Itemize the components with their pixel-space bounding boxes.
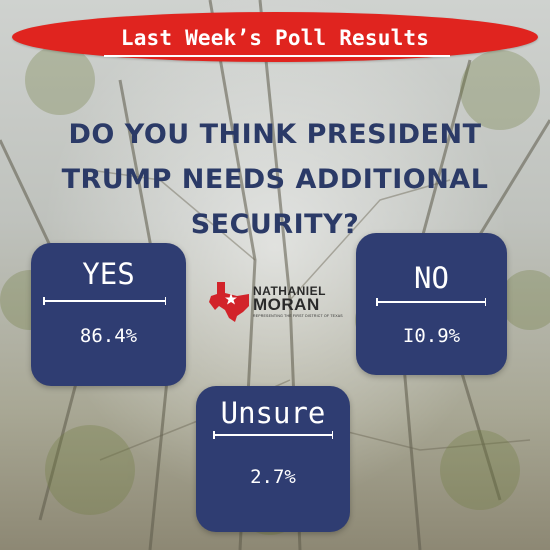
nathaniel-moran-logo: NATHANIEL MORAN REPRESENTING THE FIRST D… [207, 278, 352, 322]
result-card-yes: YES 86.4% [31, 243, 186, 386]
divider-rule [43, 297, 166, 304]
logo-tagline: REPRESENTING THE FIRST DISTRICT OF TEXAS [253, 314, 343, 318]
result-card-unsure: Unsure 2.7% [196, 386, 350, 532]
answer-label: Unsure [220, 396, 326, 430]
answer-percent: 86.4% [79, 325, 138, 347]
logo-first-name: NATHANIEL [253, 284, 326, 298]
texas-star-icon [209, 282, 249, 322]
banner-title: Last Week’s Poll Results [120, 26, 430, 50]
banner-underline [104, 55, 450, 57]
answer-label: YES [82, 257, 135, 291]
logo-last-name: MORAN [253, 295, 320, 314]
answer-percent: I0.9% [402, 325, 461, 347]
answer-label: NO [414, 261, 449, 295]
poll-question: DO YOU THINK PRESIDENT TRUMP NEEDS ADDIT… [61, 119, 489, 240]
divider-rule [213, 431, 333, 438]
answer-percent: 2.7% [250, 466, 296, 488]
poll-results-banner: Last Week’s Poll Results [12, 12, 538, 62]
result-card-no: NO I0.9% [356, 233, 507, 375]
divider-rule [376, 298, 486, 305]
